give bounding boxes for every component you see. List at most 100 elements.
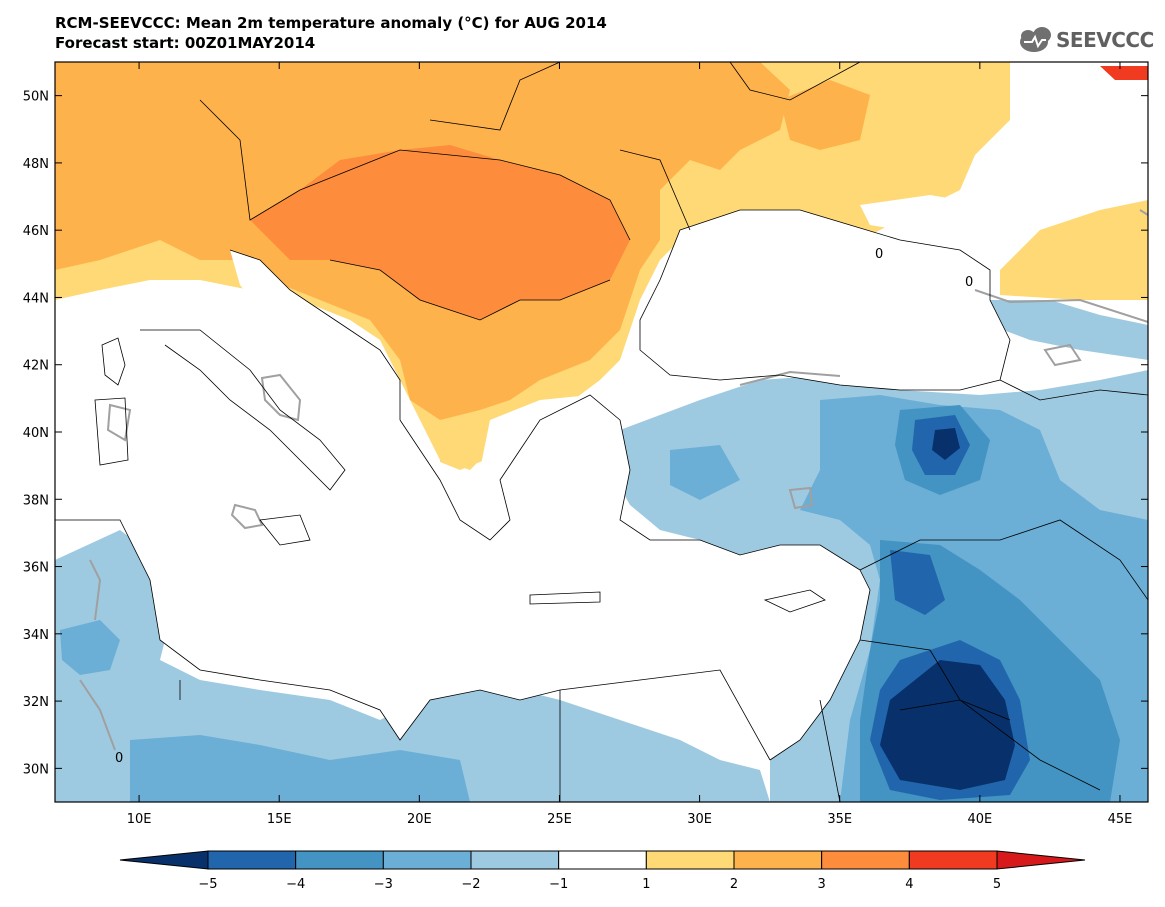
cold-anomaly-1c-northeast: [990, 300, 1148, 360]
seevccc-logo: [1020, 27, 1051, 52]
coastline-black-sea: [639, 209, 1011, 391]
coastline-italy: [140, 329, 346, 491]
zero-contour-turkey: [788, 486, 814, 510]
black-sea: [640, 210, 1010, 390]
coastline-corsica: [101, 337, 126, 386]
border-line: [819, 699, 841, 803]
colorbar-segment: [821, 850, 910, 870]
cold-anomaly-2c-west: [670, 445, 740, 500]
colorbar-label: −1: [549, 877, 568, 892]
warm-anomaly-1c-greece: [440, 435, 485, 470]
colorbar-label: −3: [374, 877, 393, 892]
tyrrhenian-sea: [120, 330, 280, 470]
zero-contour-tunisia: [79, 679, 116, 751]
coastline-levant: [769, 569, 871, 761]
adriatic-sea: [230, 250, 400, 420]
lat-tick-label: 42N: [23, 359, 49, 374]
lat-tick-label: 30N: [23, 762, 49, 777]
zero-contour-sardinia: [106, 403, 132, 442]
lon-tick-label: 45E: [1108, 812, 1133, 827]
coastline-cyprus: [763, 589, 826, 613]
lon-tick-label: 30E: [687, 812, 712, 827]
forecast-start-label: Forecast start: 00Z01MAY2014: [55, 34, 316, 52]
border-line: [429, 61, 561, 131]
contour-labels: 0 0 0: [115, 247, 973, 766]
zero-contour-anatolia: [739, 370, 841, 386]
map-title: RCM-SEEVCCC: Mean 2m temperature anomaly…: [55, 14, 607, 32]
lon-tick-label: 20E: [407, 812, 432, 827]
coastline-africa: [55, 519, 771, 761]
border-line: [619, 149, 691, 231]
zero-contour-africa: [89, 559, 102, 621]
colorbar-label: −5: [198, 877, 217, 892]
cold-anomaly-2c-libya: [130, 735, 470, 802]
zero-contour-italy: [260, 373, 302, 422]
colorbar-label: 1: [642, 877, 650, 892]
lat-tick-label: 44N: [23, 291, 49, 306]
warm-anomaly-3c: [250, 145, 630, 320]
cold-anomaly-5c-south: [880, 660, 1015, 790]
lon-tick-label: 25E: [547, 812, 572, 827]
coastline-greece: [399, 394, 621, 541]
cloud-icon: [1020, 27, 1051, 52]
colorbar-segment: [207, 850, 297, 870]
lat-tick-label: 36N: [23, 561, 49, 576]
colorbar-segment: [470, 850, 560, 870]
lat-tick-label: 46N: [23, 224, 49, 239]
lon-tick-label: 15E: [267, 812, 292, 827]
cold-anomaly-5c: [932, 428, 960, 460]
lat-tick-label: 34N: [23, 628, 49, 643]
longitude-axis: 10E 15E 20E 25E 30E 35E 40E 45E: [127, 62, 1133, 827]
coastline-crete: [529, 591, 601, 605]
lat-tick-label: 32N: [23, 695, 49, 710]
zero-contour-georgia: [1043, 343, 1082, 367]
coastline-sardinia: [94, 397, 129, 466]
colorbar-label: 4: [905, 877, 913, 892]
lat-tick-label: 48N: [23, 157, 49, 172]
lat-tick-label: 40N: [23, 426, 49, 441]
coastline-turkey: [619, 419, 861, 571]
border-line: [729, 61, 861, 101]
colorbar-segment: [645, 850, 735, 870]
colorbar-label: 2: [730, 877, 738, 892]
colorbar-arrow-low: [119, 850, 209, 870]
border-line: [899, 699, 1011, 721]
zero-contour-sicily: [230, 503, 264, 530]
border-line: [859, 519, 1149, 601]
coastline-sicily: [259, 514, 311, 546]
zero-contour-north: [1139, 209, 1149, 216]
colorbar-segment: [558, 850, 647, 870]
colorbar-segment: [382, 850, 472, 870]
lon-tick-label: 40E: [967, 812, 992, 827]
colorbar-label: −2: [461, 877, 480, 892]
coastlines-and-borders: [55, 61, 1149, 803]
border-line: [199, 99, 301, 221]
warm-anomaly-2c-ukraine: [780, 80, 870, 150]
contour-label: 0: [115, 751, 123, 766]
logo-text: SEEVCCC: [1056, 28, 1154, 52]
colorbar-label: −4: [286, 877, 305, 892]
border-line: [299, 149, 631, 241]
border-line: [329, 259, 611, 321]
lat-tick-label: 38N: [23, 493, 49, 508]
coastline-adriatic: [229, 249, 401, 420]
warm-anomaly-1c-east: [1000, 200, 1148, 300]
cold-anomaly-1c-africa: [55, 530, 770, 802]
lon-tick-label: 10E: [127, 812, 152, 827]
colorbar: −5 −4 −3 −2 −1 1 2 3 4 5: [119, 850, 1086, 892]
contour-label: 0: [965, 275, 973, 290]
warm-anomaly-4c: [1100, 66, 1148, 80]
sea-of-azov: [860, 195, 960, 230]
zero-contours: [79, 209, 1149, 751]
colorbar-label: 3: [818, 877, 826, 892]
border-line: [999, 379, 1149, 401]
lon-tick-label: 35E: [827, 812, 852, 827]
aegean-sea: [480, 395, 630, 560]
colorbar-segment: [733, 850, 823, 870]
anomaly-field: [55, 62, 1148, 802]
cold-anomaly-4c: [890, 550, 945, 615]
lat-tick-label: 50N: [23, 90, 49, 105]
colorbar-arrow-high: [996, 850, 1086, 870]
latitude-axis: 50N 48N 46N 44N 42N 40N 38N 36N 34N 32N 30N: [23, 90, 1148, 777]
